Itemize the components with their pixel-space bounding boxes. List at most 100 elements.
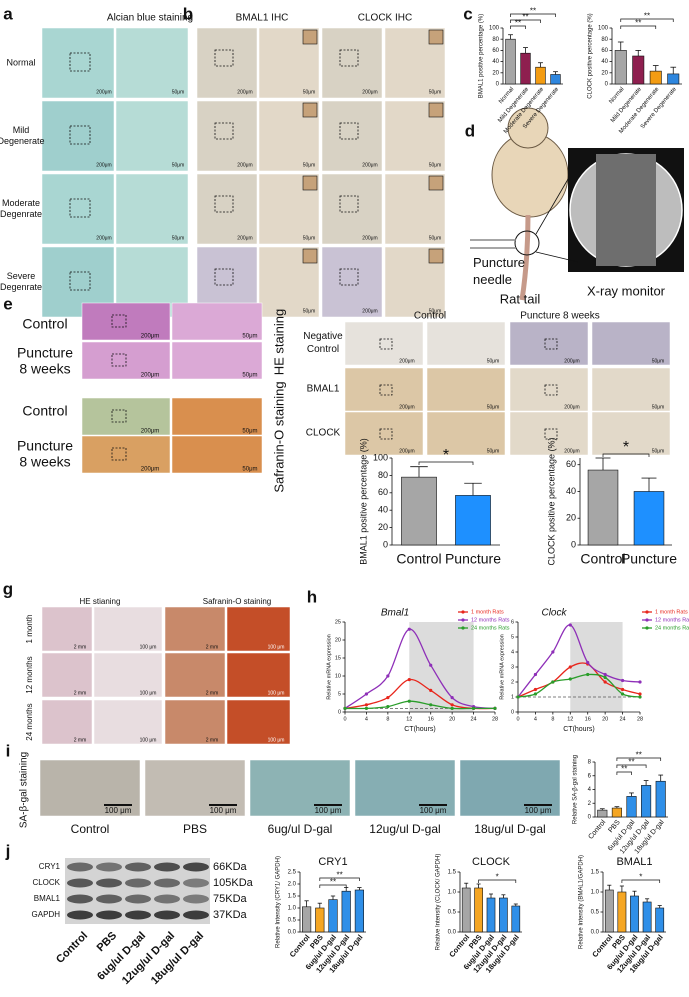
scale-label: 2 mm (206, 644, 219, 650)
x-tick-label: Severe Degenerate (640, 86, 678, 130)
zoom-box (379, 384, 393, 396)
significance-label: ** (530, 7, 536, 16)
y-tick-label: 1.5 (448, 870, 457, 876)
zoom-box (214, 268, 234, 286)
y-axis-label: Relative mRNA expression (499, 634, 505, 699)
blot-band (125, 862, 151, 872)
scale-label: 200μm (96, 89, 111, 95)
shaded-interval (409, 622, 474, 712)
data-point (429, 688, 433, 693)
significance-label: ** (628, 758, 634, 767)
series-line (517, 673, 641, 698)
row-label: Degenrate (0, 209, 42, 219)
x-tick-label: Mild Degenerate (610, 86, 643, 124)
significance-bracket (510, 13, 556, 17)
y-tick-label: 20 (492, 70, 499, 76)
xray-link (535, 161, 579, 263)
blot-band (125, 910, 151, 920)
micrograph (93, 652, 163, 698)
significance-bracket (620, 25, 657, 29)
bar (505, 38, 516, 85)
row-label: Degenrate (0, 282, 42, 292)
y-axis-label: Relative Intensity (CLOCK/ GAPDH) (436, 854, 442, 951)
blot-band (125, 878, 151, 888)
y-tick-label: 20 (566, 513, 576, 523)
caption: 6ug/ul D-gal (268, 822, 333, 836)
scale-label: 200μm (362, 89, 377, 95)
y-tick-label: 8 (588, 760, 592, 766)
micrograph (171, 397, 263, 436)
stain-label: HE staining (271, 309, 286, 375)
y-tick-label: 2 (511, 679, 514, 685)
data-point (386, 705, 390, 709)
micrograph (226, 606, 291, 652)
zoom-box (339, 122, 359, 140)
micrograph (41, 606, 93, 652)
y-tick-label: 60 (378, 487, 388, 497)
micrograph (196, 27, 258, 99)
bar (641, 785, 652, 818)
zoom-box (339, 195, 359, 213)
micrograph (41, 173, 115, 245)
y-tick-label: 0.5 (591, 910, 600, 916)
scale-label: 50μm (652, 358, 665, 364)
caption: 18ug/ul D-gal (474, 822, 545, 836)
y-tick-label: 0 (511, 709, 514, 715)
y-tick-label: 4 (511, 649, 514, 655)
micrograph (384, 27, 446, 99)
y-tick-label: 0 (588, 815, 592, 821)
scale-label: 50μm (429, 162, 442, 168)
micrograph (115, 27, 189, 99)
legend-marker (461, 610, 465, 614)
zoom-box (111, 409, 127, 423)
micrograph (144, 759, 246, 817)
bar (626, 796, 637, 818)
micrograph (41, 100, 115, 172)
zoom-box (69, 271, 91, 291)
scale-label: 50μm (487, 448, 500, 454)
scale-label: 2 mm (206, 690, 219, 696)
scale-label: 200μm (564, 404, 579, 410)
scale-label: 200μm (399, 404, 414, 410)
inset (302, 29, 318, 45)
data-point (516, 695, 520, 699)
micrograph (509, 321, 589, 366)
significance-bracket (602, 453, 650, 457)
xray-disc (596, 154, 656, 266)
micrograph (426, 411, 506, 456)
zoom-box (339, 268, 359, 286)
zoom-box (69, 52, 91, 72)
y-tick-label: 2 (588, 801, 592, 807)
scale-label: 200μm (96, 235, 111, 241)
chart-title: Clock (541, 608, 567, 619)
bar (587, 469, 619, 546)
y-tick-label: 40 (601, 59, 608, 65)
y-tick-label: 15 (335, 655, 341, 661)
y-tick-label: 60 (601, 48, 608, 54)
data-point (343, 706, 347, 711)
legend-label: 24 months Rats (471, 625, 510, 631)
data-point (364, 706, 369, 711)
bar (617, 891, 627, 933)
data-point (568, 677, 572, 681)
label: Safranin-O staining (203, 597, 271, 606)
caption: Control (71, 822, 110, 836)
data-point (450, 706, 454, 711)
data-point (364, 692, 369, 696)
x-tick-label: 12 (567, 716, 573, 722)
bar (604, 889, 614, 933)
y-tick-label: 40 (492, 59, 499, 65)
data-point (586, 672, 590, 677)
data-point (471, 706, 476, 711)
inset (428, 248, 444, 264)
y-tick-label: 2.5 (288, 870, 297, 876)
y-axis-label: Relative Intensity (BMAL1/GAPDH) (579, 855, 585, 949)
scale-label: 50μm (429, 235, 442, 241)
label: BMAL1 IHC (236, 13, 289, 24)
micrograph (164, 699, 226, 745)
y-tick-label: 6 (511, 619, 514, 625)
x-tick-label: Control (580, 551, 625, 567)
row-label: 12 months (25, 656, 34, 693)
y-tick-label: 1.0 (288, 906, 297, 912)
y-tick-label: 0 (605, 82, 609, 88)
